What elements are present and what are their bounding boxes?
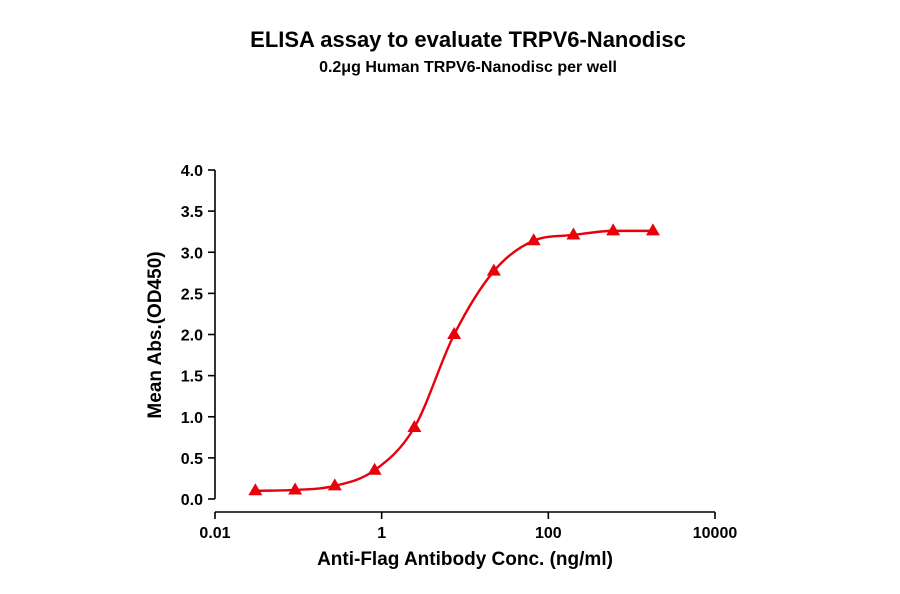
- x-ticks: 0.01 1 100 10000: [199, 512, 737, 542]
- data-point: [367, 462, 382, 475]
- y-tick-label: 2.0: [181, 328, 203, 345]
- data-point: [526, 233, 541, 246]
- fit-curve: [255, 229, 653, 492]
- data-point: [566, 227, 581, 240]
- y-tick-label: 1.5: [181, 369, 203, 386]
- y-tick-label: 2.5: [181, 286, 203, 303]
- chart-subtitle: 0.2μg Human TRPV6-Nanodisc per well: [319, 59, 617, 76]
- y-tick-label: 0.5: [181, 451, 203, 468]
- data-point: [486, 263, 501, 276]
- data-point: [447, 327, 462, 339]
- axes: [214, 170, 715, 513]
- y-axis-label: Mean Abs.(OD450): [145, 251, 166, 418]
- x-axis-label: Anti-Flag Antibody Conc. (ng/ml): [317, 549, 613, 570]
- y-tick-label: 1.0: [181, 410, 203, 427]
- x-tick-label: 10000: [693, 525, 738, 542]
- data-points: [248, 223, 660, 496]
- x-tick-label: 100: [535, 525, 562, 542]
- data-point: [248, 483, 263, 496]
- chart-title: ELISA assay to evaluate TRPV6-Nanodisc: [250, 27, 686, 52]
- data-point: [407, 419, 422, 432]
- data-point: [327, 478, 342, 491]
- y-tick-label: 3.5: [181, 204, 203, 221]
- data-point: [288, 482, 303, 495]
- y-tick-label: 0.0: [181, 492, 203, 509]
- x-tick-label: 1: [377, 525, 386, 542]
- y-tick-label: 4.0: [181, 163, 203, 180]
- x-tick-label: 0.01: [199, 525, 230, 542]
- y-tick-label: 3.0: [181, 245, 203, 262]
- data-point: [606, 223, 621, 236]
- data-point: [645, 223, 660, 236]
- y-ticks: 0.0 0.5 1.0 1.5 2.0 2.5 3.0 3.5 4.0: [181, 163, 215, 509]
